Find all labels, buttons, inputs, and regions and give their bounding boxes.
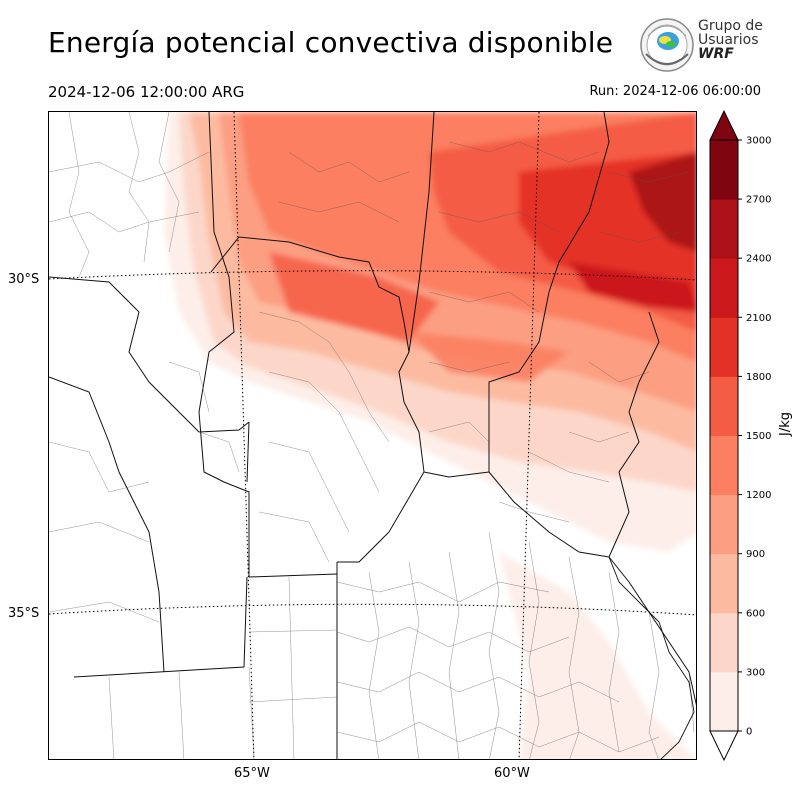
colorbar-tick-label: 3000 bbox=[746, 136, 771, 147]
colorbar-tick-label: 2400 bbox=[746, 254, 771, 265]
grupo-usuarios-wrf-logo: Grupo de Usuarios WRF bbox=[638, 16, 768, 76]
colorbar-bin bbox=[710, 612, 738, 673]
colorbar-tick-label: 1500 bbox=[746, 431, 771, 442]
valid-time: 2024-12-06 12:00:00 ARG bbox=[48, 83, 245, 101]
logo-emblem-icon bbox=[640, 18, 694, 72]
colorbar-tick-label: 1800 bbox=[746, 372, 771, 383]
run-time: Run: 2024-12-06 06:00:00 bbox=[589, 84, 761, 99]
partidos-borders bbox=[336, 531, 695, 759]
logo-line2: Usuarios bbox=[698, 32, 759, 48]
logo-line1: Grupo de bbox=[698, 18, 763, 34]
cape-field bbox=[164, 112, 696, 759]
department-borders bbox=[49, 112, 690, 759]
logo-line3: WRF bbox=[698, 46, 734, 62]
colorbar-bin bbox=[710, 140, 738, 200]
colorbar-tick-label: 600 bbox=[746, 608, 765, 619]
colorbar: 0 300 600 900 1200 1500 1800 2100 2400 2700 3000 bbox=[700, 100, 800, 770]
map-canvas bbox=[49, 112, 696, 759]
colorbar-bin bbox=[710, 435, 738, 496]
colorbar-tick-label: 2700 bbox=[746, 195, 771, 206]
colorbar-extend-max bbox=[709, 109, 739, 141]
lat-label-35s: 35°S bbox=[8, 606, 40, 621]
colorbar-bin bbox=[710, 376, 738, 436]
colorbar-bin bbox=[710, 494, 738, 555]
cape-map bbox=[48, 111, 697, 760]
lon-label-65w: 65°W bbox=[234, 766, 270, 781]
lat-label-30s: 30°S bbox=[8, 272, 40, 287]
colorbar-tick-label: 900 bbox=[746, 549, 765, 560]
colorbar-extend-min bbox=[709, 730, 739, 762]
colorbar-bin bbox=[710, 553, 738, 614]
colorbar-tick-label: 0 bbox=[746, 727, 752, 738]
colorbar-bin bbox=[710, 317, 738, 377]
colorbar-bin bbox=[710, 199, 738, 259]
colorbar-tick-label: 300 bbox=[746, 667, 765, 678]
graticule bbox=[49, 112, 696, 759]
colorbar-unit: J/kg bbox=[778, 412, 793, 436]
lon-label-60w: 60°W bbox=[494, 766, 530, 781]
logo-text: Grupo de Usuarios WRF bbox=[698, 19, 763, 61]
colorbar-tick-label: 2100 bbox=[746, 313, 771, 324]
colorbar-tick-label: 1200 bbox=[746, 490, 771, 501]
colorbar-bin bbox=[710, 671, 738, 732]
colorbar-bin bbox=[710, 258, 738, 318]
colorbar-svg: 0 300 600 900 1200 1500 1800 2100 2400 2700 3000 bbox=[709, 109, 771, 762]
province-borders bbox=[49, 112, 696, 759]
coastline bbox=[608, 556, 695, 759]
map-title: Energía potencial convectiva disponible bbox=[48, 26, 614, 59]
